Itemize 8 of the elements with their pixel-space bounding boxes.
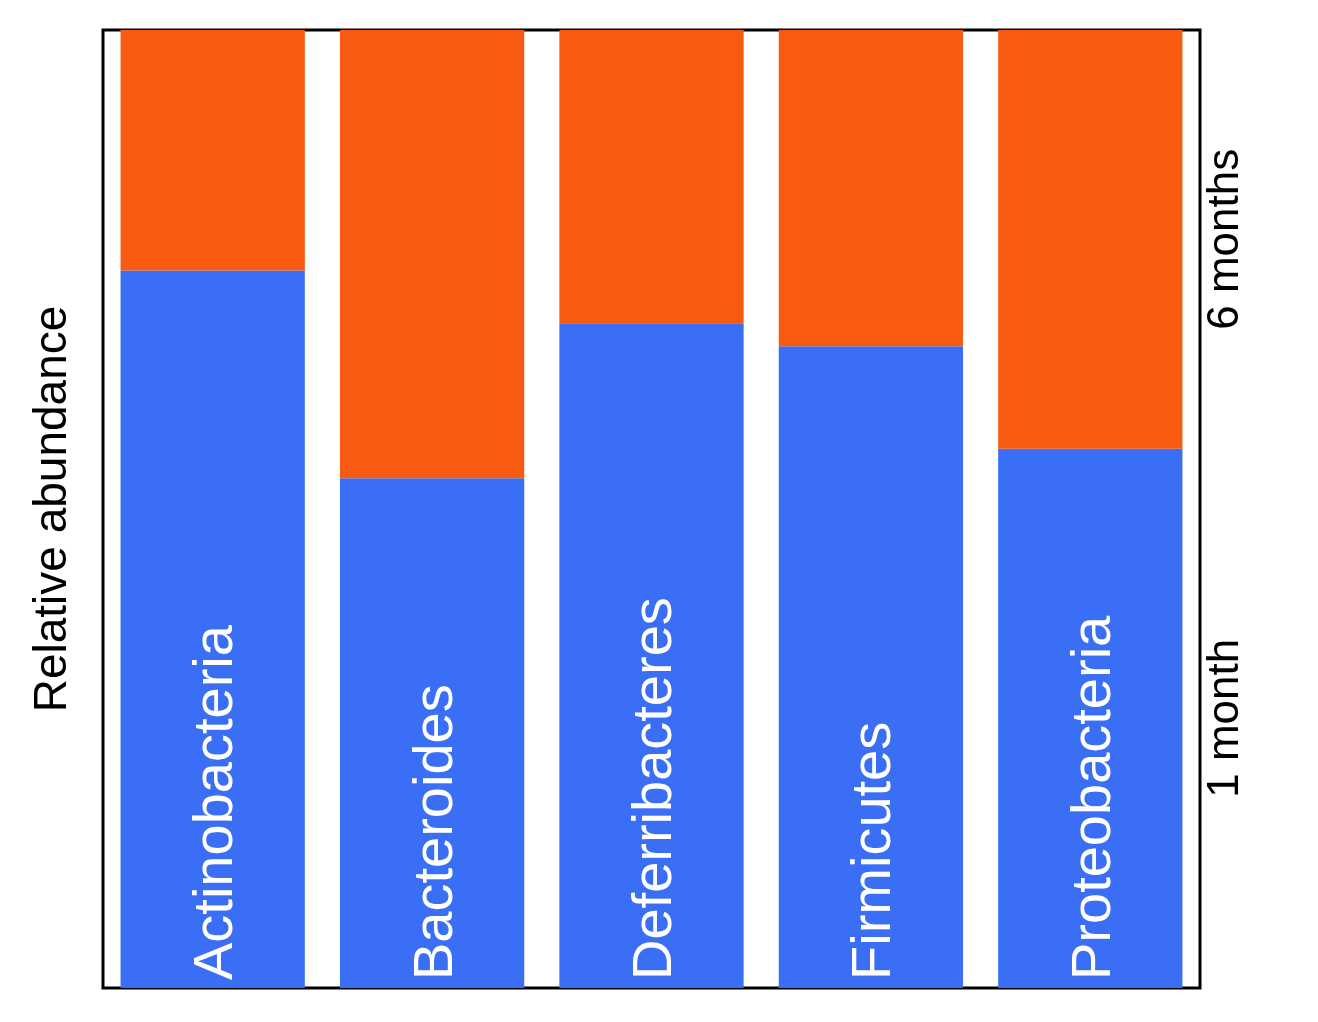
y-axis-title: Relative abundance [24,305,76,713]
x-tick-label: Deferribacteres [620,597,683,980]
x-tick-label: Actinobacteria [181,624,245,980]
text: 6 months [1197,148,1247,330]
text: 1 month [1197,638,1247,798]
x-tick-label: Firmicutes [839,721,903,980]
x-tick-label: Proteobacteria [1058,614,1122,980]
x-tick-label: Bacteroides [400,684,464,980]
